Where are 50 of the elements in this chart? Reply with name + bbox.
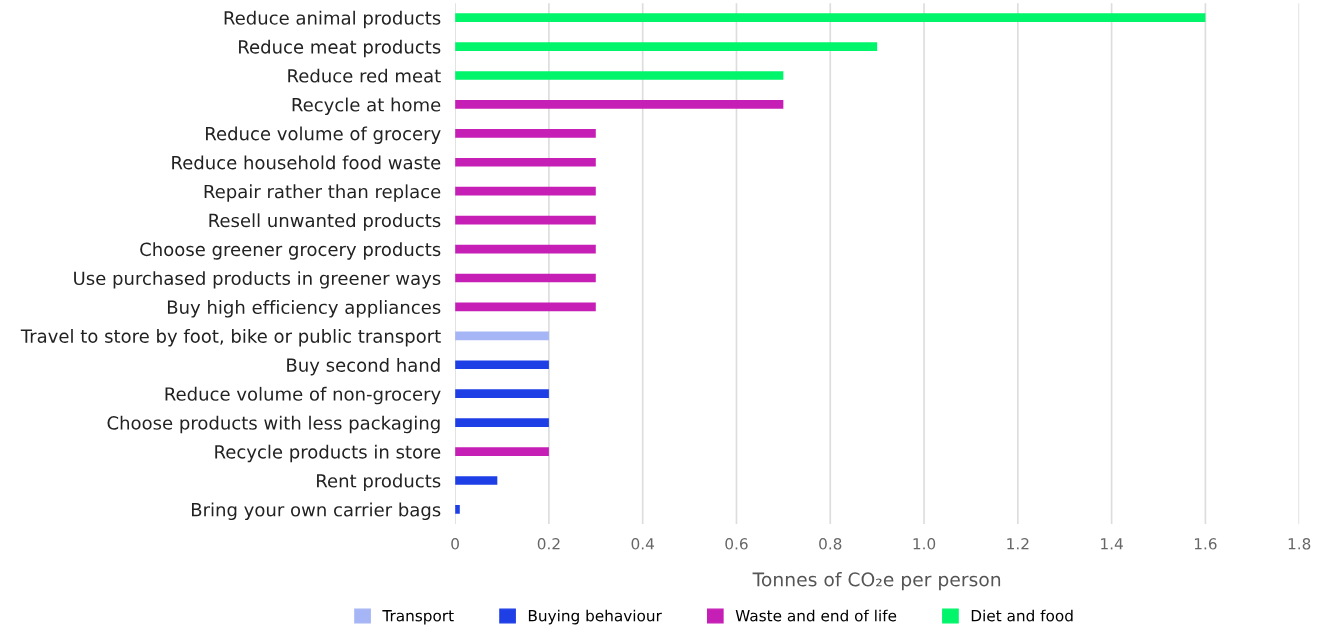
y-tick-label: Rent products	[317, 473, 441, 492]
y-tick-label: Use purchased products in greener ways	[74, 271, 441, 289]
x-tick-label: 1.6	[1194, 538, 1217, 550]
y-tick-label: Buy second hand	[287, 357, 440, 376]
bar	[455, 273, 596, 283]
x-tick-label: 1.2	[1007, 538, 1029, 550]
bar	[455, 302, 596, 312]
x-tick-label: 1.0	[913, 538, 936, 550]
bar	[455, 331, 549, 341]
bar	[455, 129, 596, 138]
y-tick-label: Bring your own carrier bags	[191, 502, 441, 521]
legend-label: Transport	[382, 610, 454, 625]
y-tick-label: Recycle at home	[292, 97, 441, 116]
bar	[455, 157, 596, 167]
bar	[455, 186, 596, 196]
x-tick-label: 1.8	[1288, 538, 1311, 550]
bar	[455, 476, 498, 485]
x-tick-label: 0.8	[819, 538, 842, 550]
bar	[455, 389, 549, 399]
x-tick-label: 0.6	[725, 538, 748, 550]
y-tick-label: Travel to store by foot, bike or public transport	[20, 328, 441, 347]
bar	[455, 418, 549, 427]
legend-label: Buying behaviour	[528, 609, 662, 625]
y-tick-label: Choose greener grocery products	[140, 242, 441, 260]
bar	[455, 42, 878, 51]
bar	[455, 360, 549, 370]
y-tick-label: Choose products with less packaging	[107, 415, 440, 434]
y-tick-label: Reduce animal products	[224, 10, 441, 29]
y-tick-label: Recycle products in store	[215, 444, 441, 463]
y-tick-label: Repair rather than replace	[204, 184, 441, 202]
y-tick-label: Reduce household food waste	[172, 155, 441, 170]
legend-label: Waste and end of life	[735, 609, 897, 622]
x-tick-label: 0.2	[537, 538, 560, 550]
x-axis-title: Tonnes of CO₂e per person	[752, 571, 1001, 591]
y-tick-label: Reduce red meat	[288, 68, 441, 83]
y-tick-label: Buy high efficiency appliances	[167, 300, 441, 318]
y-tick-label: Reduce volume of non-grocery	[165, 386, 441, 405]
x-tick-label: 0	[451, 538, 459, 550]
bar	[455, 447, 549, 456]
legend-label: Diet and food	[971, 609, 1073, 622]
bar	[455, 244, 596, 254]
bar	[455, 13, 1206, 22]
y-tick-label: Reduce volume of grocery	[206, 126, 441, 144]
bar	[455, 100, 784, 109]
x-tick-label: 0.4	[631, 538, 654, 550]
y-tick-label: Reduce meat products	[239, 39, 441, 58]
bar	[455, 71, 784, 80]
y-tick-label: Resell unwanted products	[209, 213, 441, 231]
x-tick-label: 1.4	[1101, 538, 1123, 550]
bar	[455, 215, 596, 225]
